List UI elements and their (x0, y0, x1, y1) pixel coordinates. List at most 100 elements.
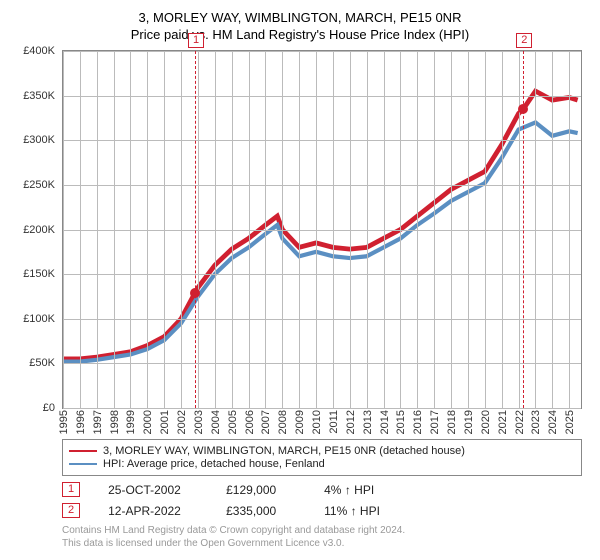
legend-item-hpi: HPI: Average price, detached house, Fenl… (69, 458, 575, 470)
gridline-vertical (350, 51, 351, 408)
x-tick-label: 2016 (412, 410, 424, 434)
gridline-vertical (282, 51, 283, 408)
legend-label: HPI: Average price, detached house, Fenl… (103, 458, 325, 470)
transaction-price: £335,000 (226, 504, 296, 518)
gridline-vertical (400, 51, 401, 408)
transaction-dot (518, 104, 528, 114)
transaction-marker-label: 2 (516, 33, 532, 48)
transaction-index: 1 (62, 482, 80, 497)
x-tick-label: 2004 (210, 410, 222, 434)
transaction-row: 212-APR-2022£335,00011% ↑ HPI (62, 503, 582, 518)
gridline-vertical (80, 51, 81, 408)
gridline-vertical (434, 51, 435, 408)
y-tick-label: £300K (23, 134, 55, 146)
y-tick-label: £150K (23, 268, 55, 280)
x-axis: 1995199619971998199920002001200220032004… (63, 408, 581, 432)
gridline-horizontal (63, 185, 581, 186)
footer-text: Contains HM Land Registry data © Crown c… (62, 524, 582, 550)
gridline-horizontal (63, 363, 581, 364)
gridline-vertical (215, 51, 216, 408)
arrow-up-icon: ↑ (351, 504, 357, 518)
y-tick-label: £200K (23, 224, 55, 236)
gridline-vertical (367, 51, 368, 408)
legend-swatch-property (69, 450, 97, 452)
transaction-index: 2 (62, 503, 80, 518)
legend-label: 3, MORLEY WAY, WIMBLINGTON, MARCH, PE15 … (103, 445, 465, 457)
gridline-horizontal (63, 408, 581, 409)
x-tick-label: 2022 (514, 410, 526, 434)
x-tick-label: 2021 (497, 410, 509, 434)
x-tick-label: 2017 (429, 410, 441, 434)
x-tick-label: 1999 (125, 410, 137, 434)
gridline-horizontal (63, 96, 581, 97)
gridline-vertical (181, 51, 182, 408)
arrow-up-icon: ↑ (345, 483, 351, 497)
y-tick-label: £350K (23, 90, 55, 102)
transaction-delta: 4% ↑ HPI (324, 483, 374, 497)
gridline-vertical (485, 51, 486, 408)
chart-title: 3, MORLEY WAY, WIMBLINGTON, MARCH, PE15 … (18, 10, 582, 25)
x-tick-label: 1996 (75, 410, 87, 434)
x-tick-label: 2002 (176, 410, 188, 434)
x-tick-label: 2020 (480, 410, 492, 434)
gridline-vertical (468, 51, 469, 408)
x-tick-label: 2008 (277, 410, 289, 434)
x-tick-label: 2005 (227, 410, 239, 434)
gridline-horizontal (63, 230, 581, 231)
transaction-dot (190, 288, 200, 298)
transaction-date: 12-APR-2022 (108, 504, 198, 518)
gridline-vertical (502, 51, 503, 408)
gridline-vertical (198, 51, 199, 408)
x-tick-label: 2024 (547, 410, 559, 434)
y-tick-label: £250K (23, 179, 55, 191)
transaction-date: 25-OCT-2002 (108, 483, 198, 497)
x-tick-label: 2023 (530, 410, 542, 434)
x-tick-label: 2010 (311, 410, 323, 434)
transaction-row: 1 25-OCT-2002 £129,000 4% ↑ HPI (62, 482, 582, 497)
legend-box: 3, MORLEY WAY, WIMBLINGTON, MARCH, PE15 … (62, 439, 582, 476)
y-tick-label: £400K (23, 45, 55, 57)
x-tick-label: 2003 (193, 410, 205, 434)
footer-line: Contains HM Land Registry data © Crown c… (62, 524, 582, 537)
y-tick-label: £0 (43, 402, 55, 414)
gridline-horizontal (63, 319, 581, 320)
x-tick-label: 2011 (328, 410, 340, 434)
gridline-vertical (569, 51, 570, 408)
y-tick-label: £100K (23, 313, 55, 325)
gridline-vertical (249, 51, 250, 408)
x-tick-label: 2019 (463, 410, 475, 434)
transaction-list: 1 25-OCT-2002 £129,000 4% ↑ HPI 2 12-APR-2022… (18, 476, 582, 518)
x-tick-label: 2015 (395, 410, 407, 434)
gridline-horizontal (63, 274, 581, 275)
gridline-vertical (232, 51, 233, 408)
chart-container: 3, MORLEY WAY, WIMBLINGTON, MARCH, PE15 … (0, 0, 600, 560)
gridline-vertical (451, 51, 452, 408)
chart-plot-area: £0£50K£100K£150K£200K£250K£300K£350K£400… (62, 50, 582, 409)
transaction-vline (195, 51, 196, 408)
legend-item-property: 3, MORLEY WAY, WIMBLINGTON, MARCH, PE15 … (69, 445, 575, 457)
transaction-price: £129,000 (226, 483, 296, 497)
x-tick-label: 1997 (92, 410, 104, 434)
x-tick-label: 2000 (142, 410, 154, 434)
y-axis: £0£50K£100K£150K£200K£250K£300K£350K£400… (19, 51, 59, 408)
footer-line: This data is licensed under the Open Gov… (62, 537, 582, 550)
gridline-vertical (333, 51, 334, 408)
chart-subtitle: Price paid vs. HM Land Registry's House … (18, 27, 582, 42)
x-tick-label: 2006 (244, 410, 256, 434)
x-tick-label: 2001 (159, 410, 171, 434)
x-tick-label: 2025 (564, 410, 576, 434)
gridline-horizontal (63, 51, 581, 52)
x-tick-label: 1995 (58, 410, 70, 434)
gridline-vertical (147, 51, 148, 408)
transaction-marker-label: 1 (188, 33, 204, 48)
x-tick-label: 2012 (345, 410, 357, 434)
gridline-vertical (417, 51, 418, 408)
gridline-vertical (316, 51, 317, 408)
x-tick-label: 2013 (362, 410, 374, 434)
title-block: 3, MORLEY WAY, WIMBLINGTON, MARCH, PE15 … (18, 10, 582, 42)
legend-swatch-hpi (69, 463, 97, 465)
gridline-vertical (114, 51, 115, 408)
gridline-vertical (299, 51, 300, 408)
y-tick-label: £50K (29, 357, 55, 369)
gridline-vertical (552, 51, 553, 408)
